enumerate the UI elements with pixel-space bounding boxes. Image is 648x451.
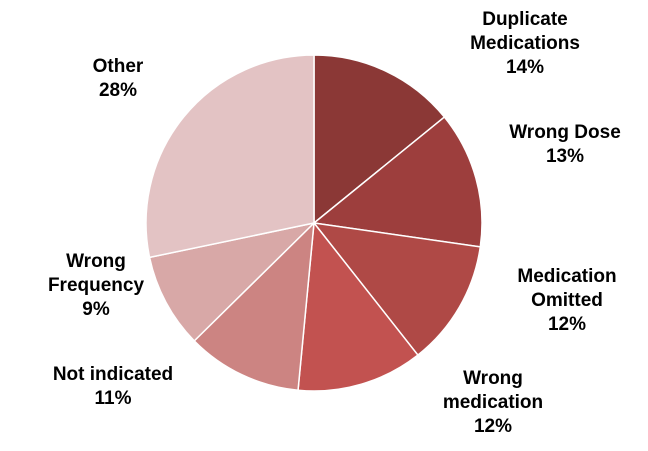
pie-slice [313,54,446,225]
slice-label: Wrong medication 12% [423,367,563,439]
category-name: Wrong medication [442,368,544,413]
category-name: Other [92,56,144,77]
slice-label: Other 28% [58,55,178,103]
category-name: Wrong Dose [509,122,621,143]
slice-label: Wrong Dose 13% [465,121,648,169]
category-name: Wrong Frequency [47,251,145,296]
slice-label: Medication Omitted 12% [497,265,637,337]
slice-label: Duplicate Medications 14% [450,8,600,80]
value-label: 13% [545,146,585,167]
category-name: Not indicated [52,364,174,385]
pie-slice [312,221,482,357]
pie-slice [148,221,317,342]
value-label: 11% [94,388,132,409]
pie-slice [193,221,315,392]
value-label: 12% [547,314,587,335]
slice-label: Wrong Frequency 9% [36,250,156,322]
value-label: 9% [82,299,110,320]
value-label: 14% [505,57,545,78]
category-name: Medication Omitted [517,266,617,311]
pie-slice [297,221,419,392]
category-name: Duplicate Medications [470,9,580,54]
value-label: 28% [98,80,138,101]
pie-slice [312,116,483,248]
pie-slice [145,54,315,259]
slice-label: Not indicated 11% [13,363,213,411]
value-label: 12% [473,416,513,437]
